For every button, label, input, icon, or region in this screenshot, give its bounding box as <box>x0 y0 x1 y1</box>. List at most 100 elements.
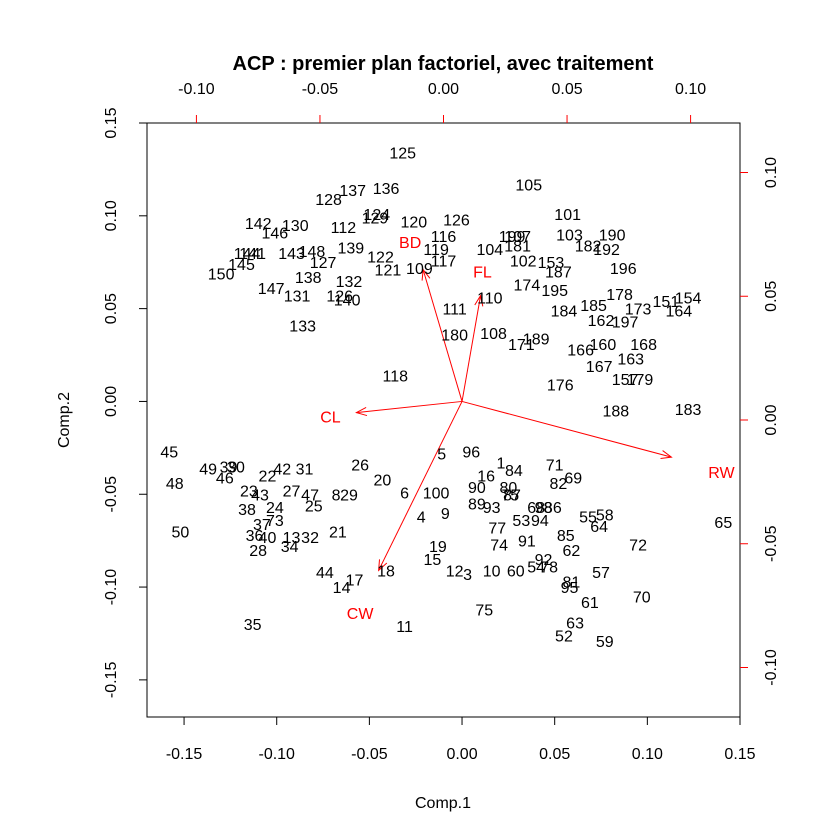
observation-label: 1 <box>496 456 505 473</box>
observation-label: 47 <box>301 487 319 504</box>
observation-label: 64 <box>590 519 608 536</box>
observation-label: 197 <box>612 315 639 332</box>
observation-label: 5 <box>437 446 446 463</box>
observation-label: 8 <box>332 487 341 504</box>
observation-label: 121 <box>375 263 402 280</box>
observation-label: 17 <box>346 573 364 590</box>
observation-label: 146 <box>262 226 289 243</box>
observation-label: 153 <box>538 255 565 272</box>
observation-label: 120 <box>400 214 427 231</box>
observation-label: 132 <box>336 274 363 291</box>
x-tick-label: 0.00 <box>446 746 477 763</box>
y-tick-label: 0.15 <box>103 107 120 138</box>
observation-label: 105 <box>515 177 542 194</box>
right-tick-label: 0.10 <box>763 157 780 188</box>
variable-arrow-cl <box>356 400 463 414</box>
observation-label: 15 <box>423 552 441 569</box>
observation-label: 185 <box>580 298 607 315</box>
x-tick-label: 0.10 <box>632 746 663 763</box>
observation-label: 101 <box>554 207 581 224</box>
observation-label: 81 <box>562 574 580 591</box>
x-tick-label: -0.15 <box>166 746 203 763</box>
observation-label: 40 <box>259 530 277 547</box>
y-tick-label: 0.00 <box>103 386 120 417</box>
observation-label: 126 <box>326 289 353 306</box>
observation-label: 69 <box>564 471 582 488</box>
observation-label: 129 <box>362 211 389 228</box>
observation-label: 128 <box>315 192 342 209</box>
observation-label: 23 <box>240 484 258 501</box>
observation-label: 166 <box>567 342 594 359</box>
observation-label: 10 <box>483 563 501 580</box>
observation-label: 112 <box>331 220 357 237</box>
observation-label: 22 <box>259 469 277 486</box>
observation-label: 4 <box>417 510 426 527</box>
observation-label: 65 <box>714 515 732 532</box>
variable-label: CL <box>320 409 341 426</box>
observation-label: 181 <box>504 239 531 256</box>
observation-label: 154 <box>675 290 702 307</box>
observation-label: 147 <box>258 281 285 298</box>
observation-label: 62 <box>562 543 580 560</box>
observation-label: 139 <box>337 240 364 257</box>
observation-label: 13 <box>283 530 301 547</box>
observation-label: 137 <box>339 183 366 200</box>
observation-label: 183 <box>675 402 702 419</box>
observation-label: 157 <box>612 372 639 389</box>
observation-label: 86 <box>544 500 562 517</box>
x-axis-label: Comp.1 <box>415 795 471 812</box>
observation-label: 6 <box>400 485 409 502</box>
observation-label: 77 <box>488 521 506 538</box>
x-tick-label: 0.15 <box>724 746 755 763</box>
x-tick-label: 0.05 <box>539 746 570 763</box>
variable-arrow-rw <box>461 400 672 458</box>
observation-label: 150 <box>208 266 235 283</box>
observation-label: 74 <box>490 537 508 554</box>
observation-label: 144 <box>234 246 261 263</box>
observation-label: 91 <box>518 534 536 551</box>
observation-label: 34 <box>281 539 299 556</box>
observation-label: 104 <box>476 242 503 259</box>
observation-label: 108 <box>480 326 507 343</box>
observation-label: 71 <box>546 458 564 475</box>
observation-label: 60 <box>507 563 525 580</box>
top-tick-label: -0.10 <box>178 81 215 98</box>
observation-label: 48 <box>166 476 184 493</box>
observation-label: 107 <box>504 229 531 246</box>
observation-label: 25 <box>305 498 323 515</box>
observation-label: 168 <box>630 337 657 354</box>
observation-label: 52 <box>555 628 573 645</box>
observation-label: 26 <box>351 458 369 475</box>
observation-label: 111 <box>442 302 466 319</box>
chart-title: ACP : premier plan factoriel, avec trait… <box>233 53 654 75</box>
observation-label: 116 <box>431 229 457 246</box>
observation-label: 87 <box>503 487 521 504</box>
observation-label: 93 <box>483 500 501 517</box>
observation-label: 63 <box>566 615 584 632</box>
observation-label: 176 <box>547 378 574 395</box>
observation-label: 54 <box>527 560 545 577</box>
observation-label: 27 <box>283 484 301 501</box>
observation-label: 85 <box>557 528 575 545</box>
observation-label: 180 <box>441 328 468 345</box>
observation-label: 110 <box>477 290 503 307</box>
observation-label: 55 <box>579 510 597 527</box>
observation-label: 173 <box>625 302 652 319</box>
observation-label: 68 <box>527 500 545 517</box>
variable-arrow-bd <box>422 269 463 402</box>
observation-label: 49 <box>199 461 217 478</box>
observation-label: 126 <box>443 213 470 230</box>
observation-label: 103 <box>556 227 583 244</box>
observation-label: 3 <box>463 567 472 584</box>
arrowhead <box>378 559 388 572</box>
observation-label: 18 <box>377 563 395 580</box>
observation-label: 12 <box>446 563 464 580</box>
observation-label: 145 <box>228 257 255 274</box>
observation-label: 94 <box>531 513 549 530</box>
observation-label: 109 <box>406 261 433 278</box>
right-tick-label: 0.00 <box>763 404 780 435</box>
right-tick-label: -0.10 <box>763 649 780 686</box>
observation-label: 28 <box>249 543 267 560</box>
